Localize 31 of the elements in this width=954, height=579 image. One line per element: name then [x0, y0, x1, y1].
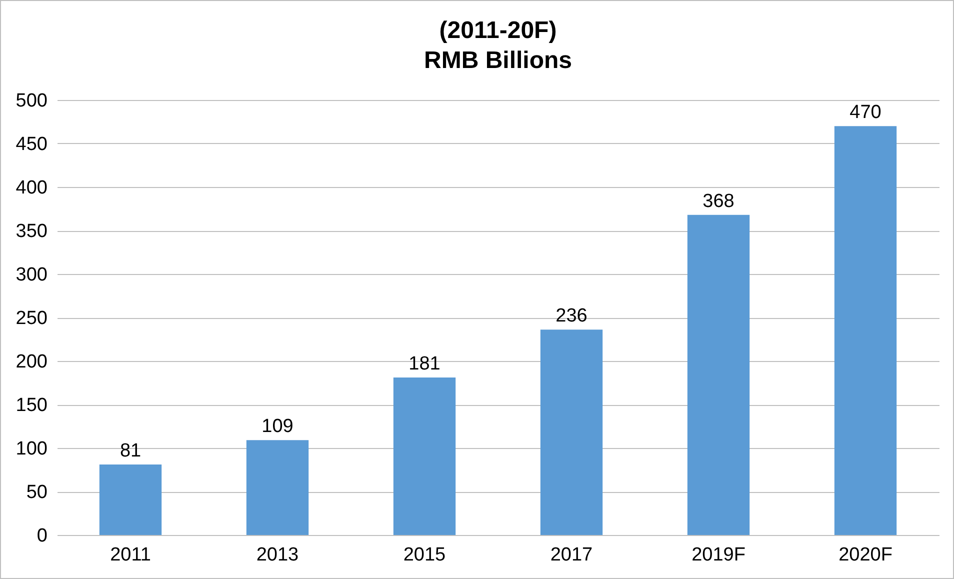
- chart-subtitle: RMB Billions: [424, 47, 572, 74]
- data-label: 109: [262, 416, 294, 438]
- y-tick-label: 0: [36, 526, 48, 546]
- y-tick-label: 450: [16, 134, 48, 155]
- y-tick-label: 200: [16, 352, 48, 372]
- bar: [687, 214, 750, 535]
- bar: [393, 378, 456, 535]
- x-tick-label: 2020F: [838, 544, 892, 566]
- data-label: 181: [408, 354, 440, 375]
- y-tick-label: 400: [16, 178, 48, 198]
- y-tick-label: 150: [16, 395, 48, 416]
- y-tick-label: 250: [16, 308, 48, 329]
- x-tick-label: 2015: [403, 544, 446, 566]
- y-tick-label: 500: [16, 90, 48, 112]
- x-tick-label: 2019F: [692, 544, 746, 566]
- chart-title: (2011-20F): [439, 17, 557, 44]
- data-label: 368: [702, 190, 734, 212]
- x-tick-label: 2013: [256, 544, 299, 566]
- x-tick-label: 2011: [110, 544, 151, 566]
- x-tick-label: 2017: [550, 544, 593, 566]
- y-tick-label: 350: [16, 221, 48, 242]
- bar: [246, 440, 309, 535]
- y-tick-label: 50: [26, 482, 48, 503]
- y-tick-label: 300: [16, 264, 48, 286]
- y-tick-label: 100: [16, 438, 48, 460]
- data-label: 470: [850, 102, 882, 124]
- bar: [834, 126, 897, 535]
- bar: [99, 464, 162, 535]
- data-label: 236: [556, 306, 588, 327]
- data-label: 81: [120, 440, 142, 462]
- bar: [540, 330, 603, 535]
